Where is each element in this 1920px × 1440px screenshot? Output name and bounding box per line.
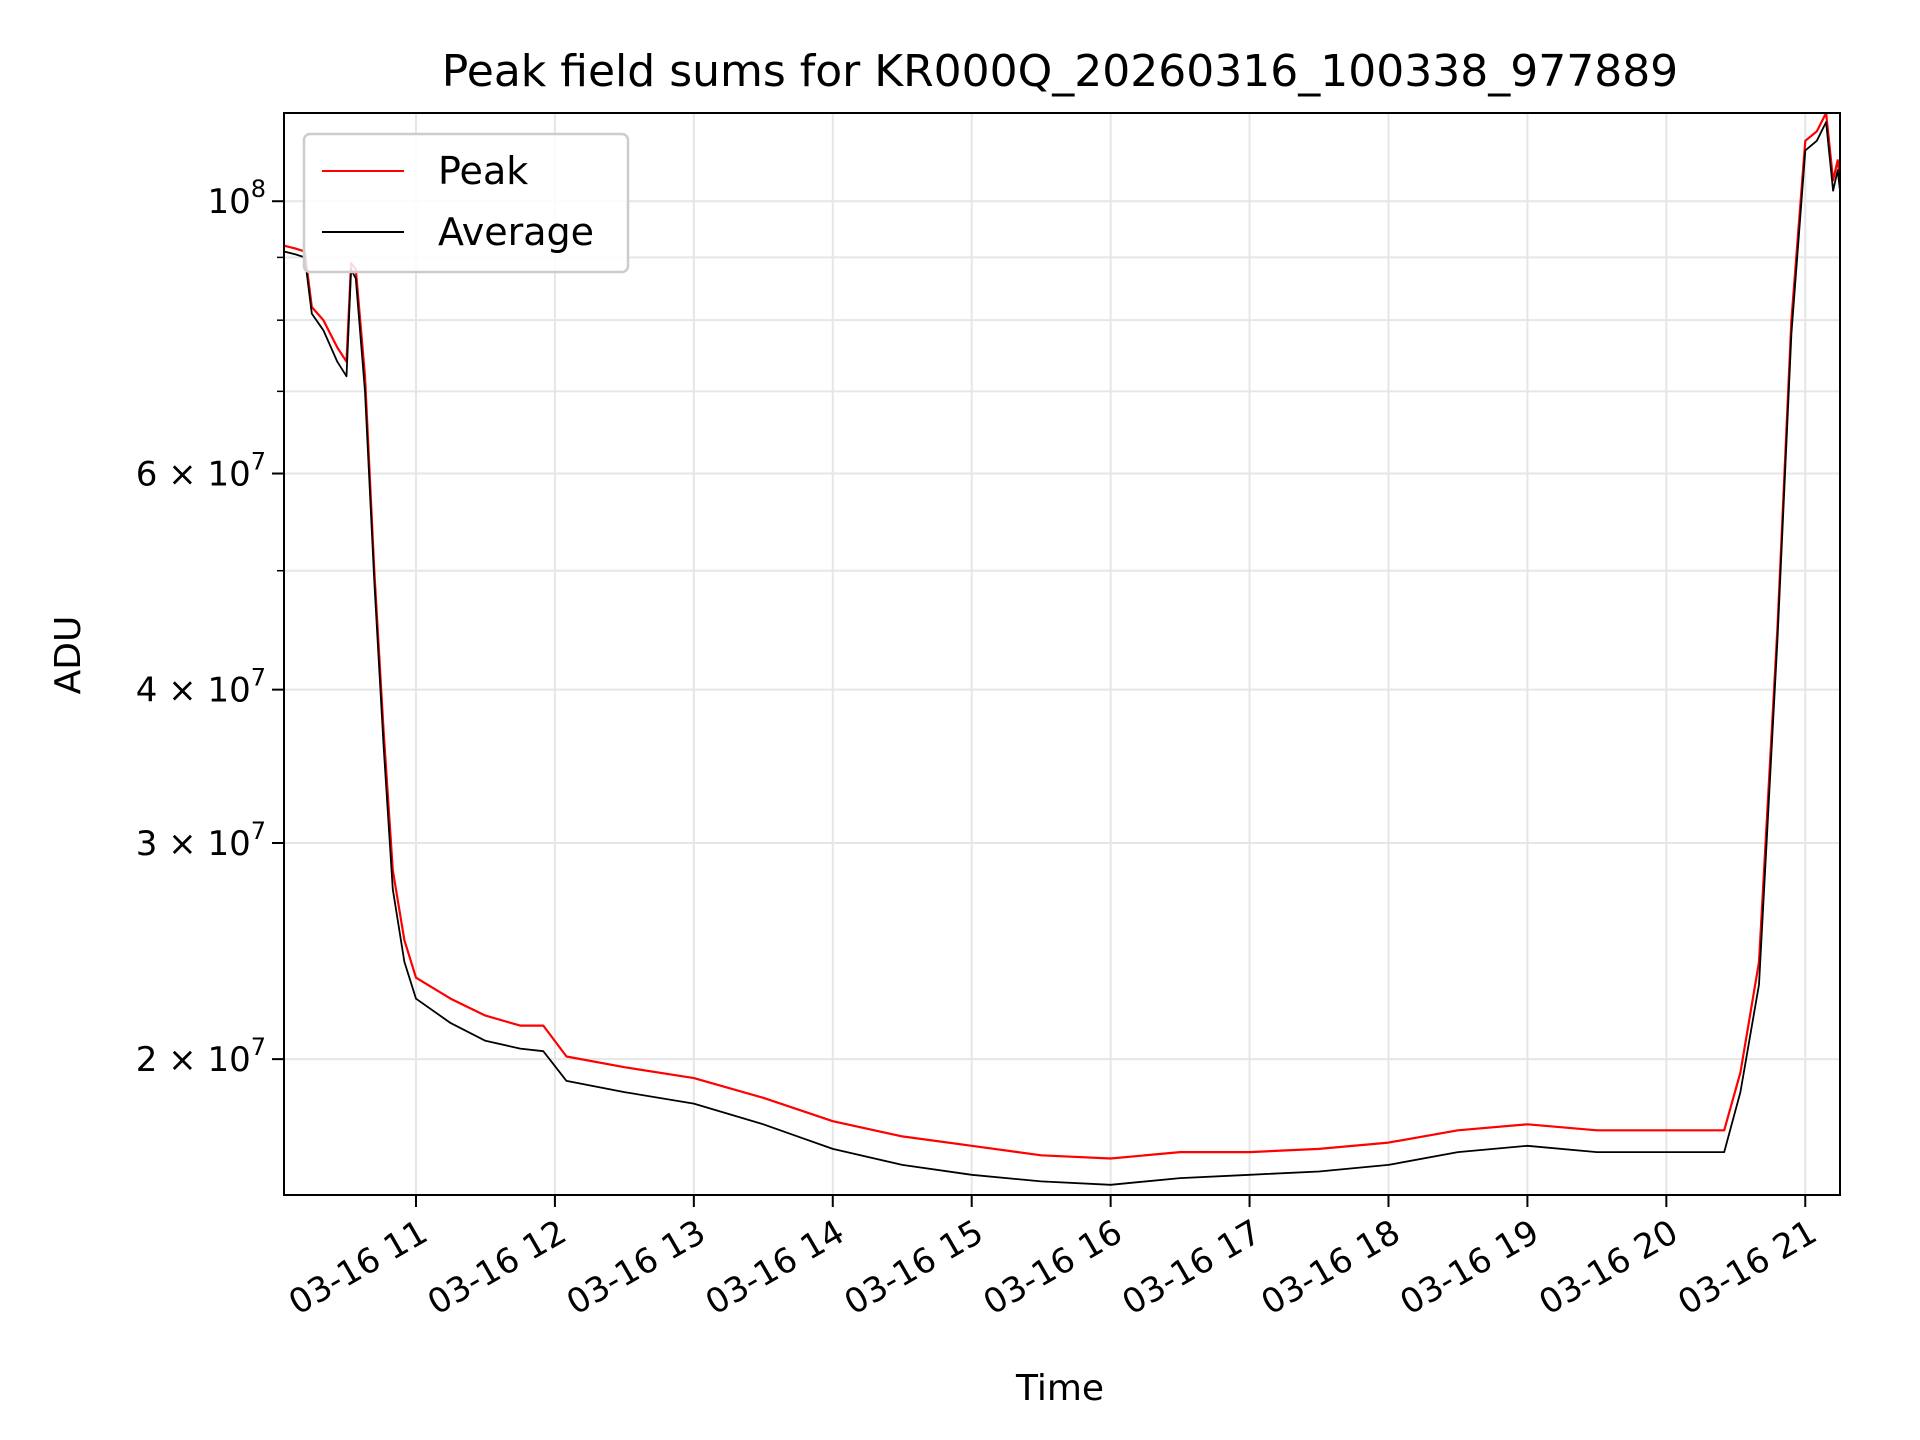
- y-tick-label: 2 × 107: [136, 1033, 266, 1080]
- series-line-average: [283, 121, 1841, 1186]
- y-tick-label: 6 × 107: [136, 448, 266, 495]
- legend: Peak Average: [302, 132, 630, 274]
- chart-title: Peak field sums for KR000Q_20260316_1003…: [442, 46, 1678, 97]
- legend-box: [302, 132, 630, 274]
- y-tick-label: 108: [207, 175, 266, 222]
- axes: [272, 112, 1841, 1207]
- legend-label-peak: Peak: [438, 149, 528, 193]
- y-tick-label: 3 × 107: [136, 817, 266, 864]
- legend-label-average: Average: [438, 210, 594, 254]
- y-axis-label: ADU: [48, 616, 89, 695]
- y-tick-labels: 2 × 107 3 × 107 4 × 107 6 × 107 108: [136, 175, 266, 1080]
- x-axis-label: Time: [1015, 1368, 1104, 1409]
- plot-frame: [283, 112, 1841, 1196]
- y-tick-label: 4 × 107: [136, 664, 266, 711]
